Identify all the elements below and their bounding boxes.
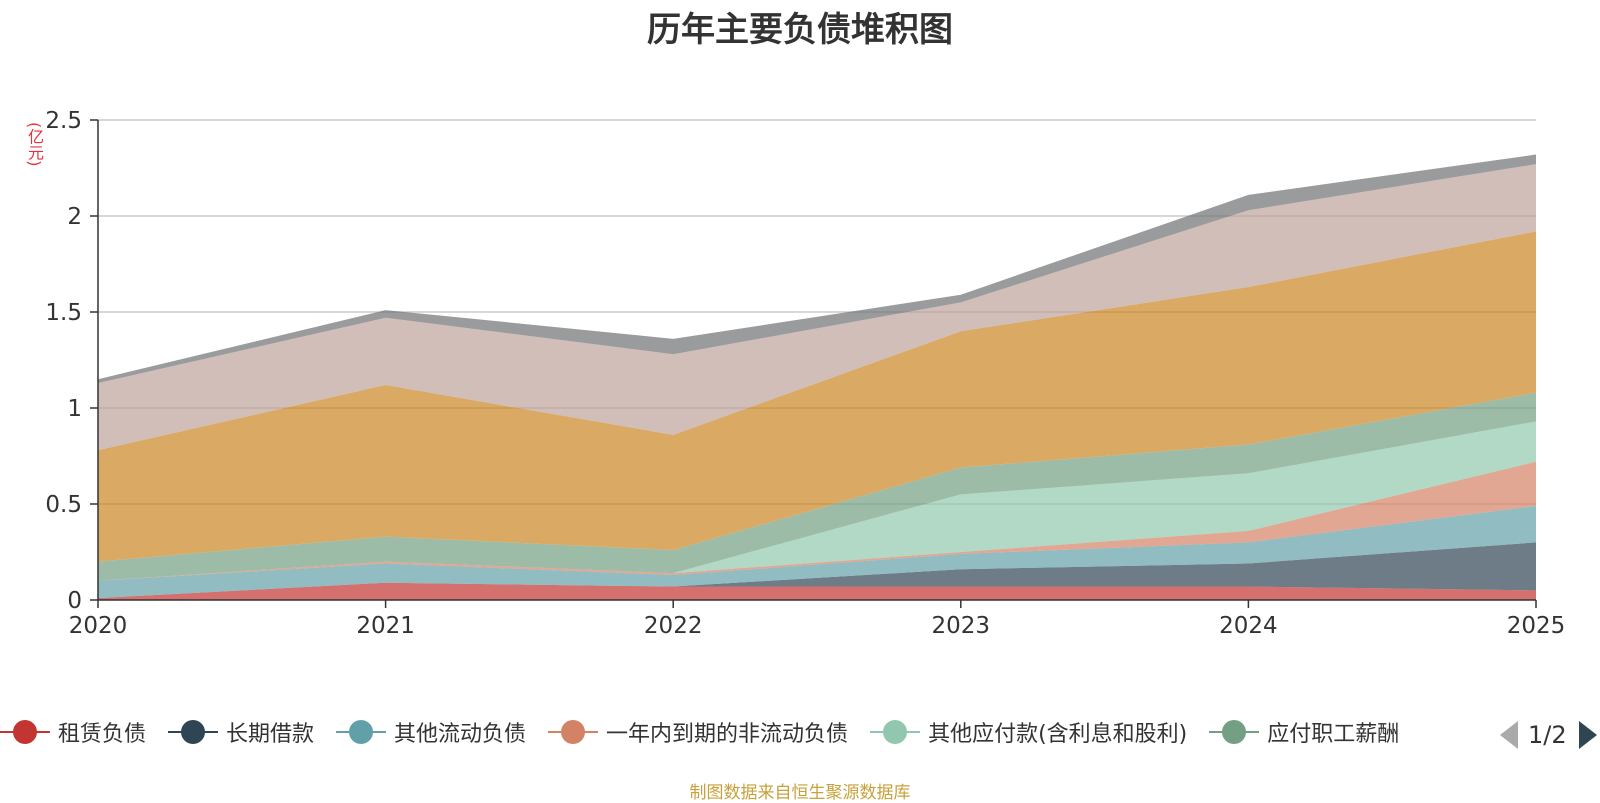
y-tick-label: 1 (67, 396, 82, 422)
legend-item-label: 应付职工薪酬 (1267, 722, 1400, 747)
legend-item-label: 其他应付款(含利息和股利) (928, 722, 1188, 747)
legend-marker-icon (168, 718, 219, 746)
y-tick-label: 1.5 (45, 300, 82, 326)
legend-item-label: 租赁负债 (58, 722, 147, 747)
legend-marker-icon (870, 718, 921, 746)
y-tick-label: 2.5 (45, 108, 82, 134)
legend-next-page-icon[interactable] (1578, 721, 1597, 749)
area-series-8 (98, 164, 1536, 451)
legend-marker-icon (1209, 718, 1260, 746)
legend-item-label: 其他流动负债 (394, 722, 527, 747)
legend-item[interactable]: 应付职工薪酬 (1209, 716, 1399, 748)
legend: 租赁负债 长期借款 其他流动负债 一年内到期的非流动负债 其他应付款(含利息和股利) 应付… (0, 716, 1485, 756)
area-series-1 (98, 582, 1536, 600)
area-series-7 (98, 231, 1536, 562)
legend-marker-icon (336, 718, 387, 746)
y-tick-label: 2 (67, 204, 82, 230)
legend-item[interactable]: 长期借款 (168, 716, 314, 748)
chart-title: 历年主要负债堆积图 (647, 10, 953, 50)
y-tick-label: 0 (67, 588, 82, 614)
x-tick-label: 2022 (644, 613, 703, 639)
legend-item-label: 长期借款 (226, 722, 315, 747)
y-axis-unit-label: (亿元) (25, 122, 44, 167)
x-tick-label: 2021 (356, 613, 415, 639)
data-source-note: 制图数据来自恒生聚源数据库 (689, 783, 911, 803)
legend-item[interactable]: 租赁负债 (0, 716, 146, 748)
area-series-5 (98, 421, 1536, 581)
area-series-6 (98, 392, 1536, 581)
area-series-9 (98, 154, 1536, 384)
legend-item-label: 一年内到期的非流动负债 (606, 722, 849, 747)
legend-item[interactable]: 其他流动负债 (336, 716, 526, 748)
y-tick-label: 0.5 (45, 492, 82, 518)
legend-marker-icon (548, 718, 599, 746)
x-tick-label: 2025 (1507, 613, 1566, 639)
area-series-2 (98, 542, 1536, 599)
legend-pager: 1/2 (1500, 718, 1597, 752)
legend-item[interactable]: 其他应付款(含利息和股利) (870, 716, 1187, 748)
legend-prev-page-icon[interactable] (1500, 721, 1518, 749)
x-tick-label: 2024 (1219, 613, 1278, 639)
legend-page-indicator: 1/2 (1528, 721, 1567, 749)
x-tick-label: 2023 (932, 613, 991, 639)
area-series-3 (98, 505, 1536, 599)
stacked-area-chart: 0 0.5 1 1.5 2 2.5 2020 2021 2022 2023 2024 2025 (45, 108, 1566, 639)
x-tick-label: 2020 (69, 613, 128, 639)
legend-item[interactable]: 一年内到期的非流动负债 (548, 716, 848, 748)
legend-marker-icon (0, 718, 50, 746)
